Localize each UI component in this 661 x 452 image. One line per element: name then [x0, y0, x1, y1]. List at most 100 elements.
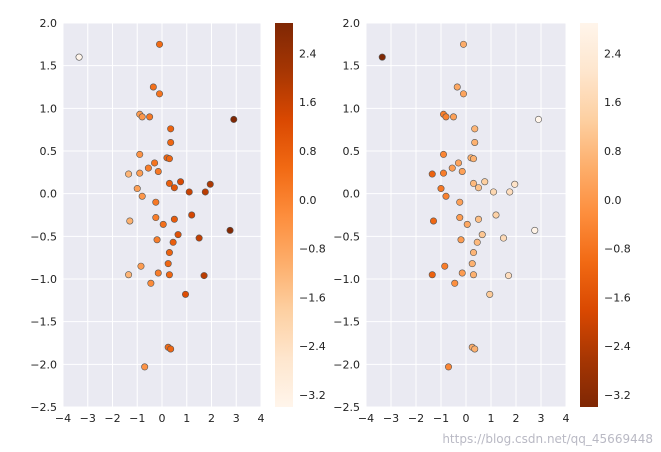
x-tick-label: −3 — [383, 412, 399, 425]
scatter-point — [174, 231, 182, 239]
scatter-point — [449, 113, 457, 121]
colorbar-tick-label: −3.2 — [299, 389, 326, 402]
x-tick-label: 1 — [183, 412, 190, 425]
right-colorbar: 2.4 1.6 0.8 0.0 −0.8 −1.6 −2.4 −3.2 — [580, 23, 631, 407]
scatter-point — [471, 125, 479, 133]
colorbar-tick-label: −0.8 — [604, 243, 631, 256]
colorbar-tick-label: −1.6 — [604, 291, 631, 304]
scatter-point — [167, 138, 175, 146]
scatter-point — [459, 90, 467, 98]
colorbar-tick-label: 0.8 — [299, 145, 317, 158]
scatter-point — [468, 260, 476, 268]
colorbar-tick-label: −2.4 — [299, 340, 326, 353]
scatter-point — [152, 198, 160, 206]
left-colorbar: 2.4 1.6 0.8 0.0 −0.8 −1.6 −2.4 −3.2 — [275, 23, 326, 407]
scatter-point — [428, 271, 436, 279]
scatter-point — [511, 180, 519, 188]
scatter-point — [138, 113, 146, 121]
right-scatter-plot: −4 −3 −2 −1 0 1 2 3 4 −2.5 −2.0 −1.5 −1.0 −0.5 0.0 0.5 1… — [333, 17, 569, 425]
x-tick-label: 2 — [208, 412, 215, 425]
colorbar-tick-label: 2.4 — [604, 47, 622, 60]
scatter-point — [138, 192, 146, 200]
x-tick-label: −4 — [358, 412, 374, 425]
scatter-point — [156, 90, 164, 98]
x-tick-label: 3 — [538, 412, 545, 425]
watermark-text: https://blog.csdn.net/qq_45669448 — [442, 432, 653, 446]
colorbar-gradient — [275, 23, 293, 407]
y-tick-label: 0.5 — [40, 145, 58, 158]
y-tick-label: −2.0 — [30, 358, 57, 371]
scatter-point — [442, 113, 450, 121]
scatter-point — [506, 188, 514, 196]
scatter-point — [141, 363, 149, 371]
scatter-point — [125, 271, 133, 279]
scatter-point — [531, 226, 539, 234]
scatter-point — [125, 170, 133, 178]
scatter-point — [201, 188, 209, 196]
colorbar-gradient — [580, 23, 598, 407]
scatter-point — [200, 272, 208, 280]
scatter-point — [153, 236, 161, 244]
y-tick-label: 0.0 — [343, 188, 361, 201]
y-tick-label: 1.0 — [343, 102, 361, 115]
y-tick-label: 0.0 — [40, 188, 58, 201]
scatter-point — [437, 185, 445, 193]
scatter-point — [146, 113, 154, 121]
y-tick-label: 0.5 — [343, 145, 361, 158]
scatter-point — [453, 83, 461, 91]
y-tick-label: 1.5 — [40, 60, 58, 73]
scatter-point — [165, 155, 173, 163]
scatter-point — [177, 178, 185, 186]
scatter-point — [170, 215, 178, 223]
scatter-point — [136, 169, 144, 177]
scatter-point — [534, 115, 542, 123]
x-tick-label: 0 — [463, 412, 470, 425]
colorbar-tick-label: −2.4 — [604, 340, 631, 353]
scatter-point — [136, 150, 144, 158]
y-tick-label: −2.5 — [30, 401, 57, 414]
scatter-point — [126, 217, 134, 225]
scatter-point — [458, 269, 466, 277]
x-tick-label: −1 — [129, 412, 145, 425]
colorbar-tick-label: 0.0 — [604, 194, 622, 207]
colorbar-tick-label: 0.0 — [299, 194, 317, 207]
scatter-point — [471, 345, 479, 353]
scatter-point — [165, 179, 173, 187]
scatter-point — [458, 167, 466, 175]
y-tick-label: 2.0 — [40, 17, 58, 30]
scatter-point — [444, 363, 452, 371]
scatter-point — [169, 238, 177, 246]
scatter-point — [195, 234, 203, 242]
scatter-point — [185, 188, 193, 196]
x-tick-label: −2 — [104, 412, 120, 425]
y-tick-label: −2.0 — [333, 358, 360, 371]
scatter-point — [165, 271, 173, 279]
scatter-point — [471, 138, 479, 146]
y-tick-label: −1.5 — [333, 316, 360, 329]
colorbar-tick-label: −3.2 — [604, 389, 631, 402]
scatter-point — [469, 249, 477, 257]
y-tick-label: −1.5 — [30, 316, 57, 329]
scatter-point — [147, 279, 155, 287]
scatter-point — [170, 184, 178, 192]
scatter-point — [378, 53, 386, 61]
colorbar-tick-label: −0.8 — [299, 243, 326, 256]
scatter-point — [504, 272, 512, 280]
scatter-point — [230, 115, 238, 123]
scatter-point — [206, 180, 214, 188]
x-tick-label: 0 — [159, 412, 166, 425]
scatter-point — [429, 217, 437, 225]
scatter-point — [439, 150, 447, 158]
x-tick-label: 3 — [233, 412, 240, 425]
scatter-point — [428, 170, 436, 178]
colorbar-tick-label: 1.6 — [299, 96, 317, 109]
scatter-point — [167, 125, 175, 133]
scatter-point — [499, 234, 507, 242]
scatter-point — [156, 40, 164, 48]
scatter-point — [454, 159, 462, 167]
x-tick-label: −1 — [433, 412, 449, 425]
scatter-point — [474, 215, 482, 223]
scatter-point — [165, 249, 173, 257]
scatter-point — [182, 290, 190, 298]
y-tick-label: −0.5 — [30, 230, 57, 243]
